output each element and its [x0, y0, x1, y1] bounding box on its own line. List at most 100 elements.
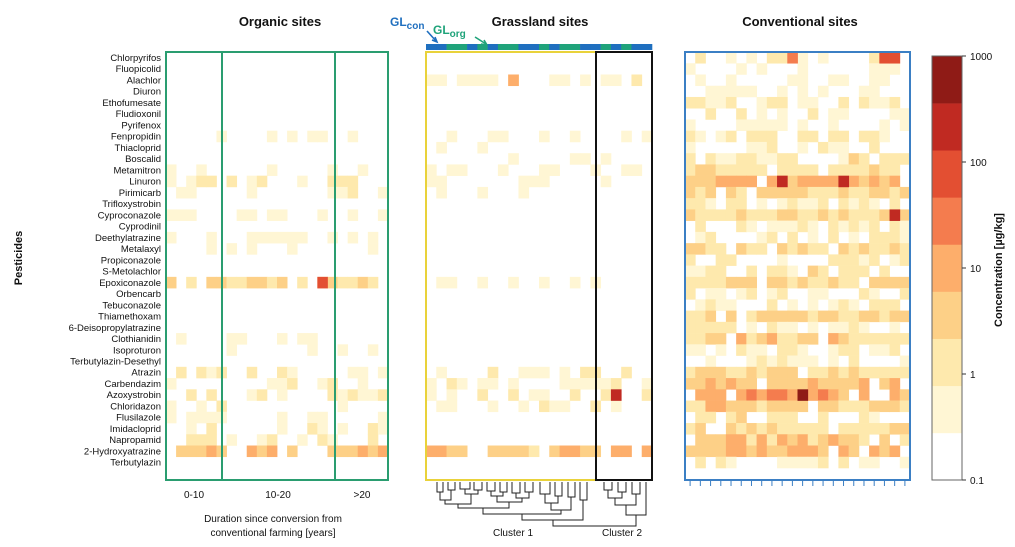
grassland-cell: [559, 445, 571, 458]
conventional-cell: [797, 209, 809, 221]
organic-cell: [347, 231, 359, 244]
conventional-cell: [869, 299, 880, 311]
conventional-cell: [736, 186, 747, 199]
conventional-cell: [828, 355, 839, 368]
colorbar-tick-label: 0.1: [970, 476, 984, 487]
dendrogram-branch: [457, 502, 510, 509]
conventional-cell: [828, 434, 839, 446]
conventional-cell: [848, 220, 860, 233]
conventional-cell: [899, 423, 911, 435]
conventional-cell: [807, 186, 819, 199]
organic-cell: [266, 164, 278, 176]
conventional-panel-title: Conventional sites: [742, 14, 858, 29]
organic-cell: [186, 434, 197, 446]
conventional-cell: [787, 411, 798, 424]
organic-cell: [297, 434, 308, 446]
grassland-cell: [610, 74, 622, 87]
organic-cell: [307, 411, 318, 424]
conventional-cell: [817, 389, 829, 401]
conventional-cell: [725, 445, 737, 458]
organic-cell: [206, 366, 217, 379]
conventional-cell: [746, 423, 757, 435]
conventional-cell: [766, 389, 778, 401]
organic-cell: [317, 411, 328, 424]
conventional-cell: [695, 209, 706, 221]
conventional-cell: [715, 378, 727, 390]
conventional-cell: [858, 310, 870, 323]
conventional-cell: [695, 423, 706, 435]
conventional-cell: [858, 85, 870, 98]
organic-cell: [367, 389, 379, 401]
grassland-cell: [446, 445, 458, 458]
conventional-cell: [695, 198, 706, 210]
conventional-cell: [705, 175, 717, 188]
pesticide-label: Epoxiconazole: [99, 278, 161, 289]
organic-cell: [226, 434, 238, 446]
conventional-cell: [787, 333, 798, 345]
conventional-cell: [787, 378, 798, 390]
conventional-cell: [685, 378, 696, 390]
conventional-cell: [828, 366, 839, 379]
pesticide-label: Azoxystrobin: [107, 390, 161, 401]
conventional-cell: [838, 310, 850, 323]
conventional-cell: [838, 198, 850, 210]
organic-cell: [277, 231, 288, 244]
conventional-cell: [848, 445, 860, 458]
conventional-cell: [848, 175, 860, 188]
organic-cell: [236, 333, 248, 345]
conventional-cell: [889, 231, 901, 244]
conventional-cell: [869, 209, 880, 221]
pesticide-label: Diuron: [133, 87, 161, 98]
conventional-cell: [756, 209, 768, 221]
conventional-cell: [807, 434, 819, 446]
dendrogram-branch: [567, 482, 576, 498]
conventional-cell: [777, 355, 788, 368]
grassland-cell: [508, 445, 519, 458]
grassland-cell: [569, 130, 581, 143]
conventional-cell: [736, 389, 747, 401]
grassland-cell: [580, 366, 591, 379]
grassland-cell: [446, 130, 458, 143]
organic-cell: [307, 130, 318, 143]
pesticide-label: Fenpropidin: [111, 132, 161, 143]
conventional-cell: [899, 366, 911, 379]
conventional-cell: [685, 288, 696, 300]
grassland-cell: [446, 276, 458, 289]
conventional-cell: [725, 130, 737, 143]
conventional-cell: [858, 411, 870, 424]
conventional-cell: [797, 400, 809, 413]
organic-cell: [317, 378, 328, 390]
gl-con-label: GLcon: [390, 15, 424, 32]
conventional-cell: [725, 456, 737, 469]
conventional-cell: [858, 321, 870, 334]
conventional-cell: [787, 153, 798, 165]
organic-cell: [357, 276, 369, 289]
conventional-cell: [869, 96, 880, 109]
conventional-cell: [838, 423, 850, 435]
conventional-cell: [869, 141, 880, 154]
organic-cell: [196, 445, 207, 458]
conventional-cell: [777, 220, 788, 233]
conventional-cell: [879, 243, 890, 255]
site-type-strip-cell: [426, 44, 437, 50]
conventional-cell: [695, 434, 706, 446]
organic-cell: [277, 378, 288, 390]
conventional-cell: [766, 153, 778, 165]
conventional-cell: [797, 243, 809, 255]
organic-cell: [317, 209, 328, 221]
conventional-cell: [817, 288, 829, 300]
conventional-cell: [725, 321, 737, 334]
conventional-cell: [807, 445, 819, 458]
conventional-cell: [695, 411, 706, 424]
conventional-cell: [807, 423, 819, 435]
conventional-cell: [787, 299, 798, 311]
organic-cell: [266, 231, 278, 244]
y-axis-label: Pesticides: [13, 231, 25, 285]
grassland-cell: [436, 141, 447, 154]
conventional-cell: [685, 198, 696, 210]
conventional-cell: [756, 310, 768, 323]
conventional-cell: [715, 254, 727, 266]
conventional-cell: [817, 198, 829, 210]
conventional-cell: [756, 400, 768, 413]
conventional-cell: [838, 74, 850, 87]
